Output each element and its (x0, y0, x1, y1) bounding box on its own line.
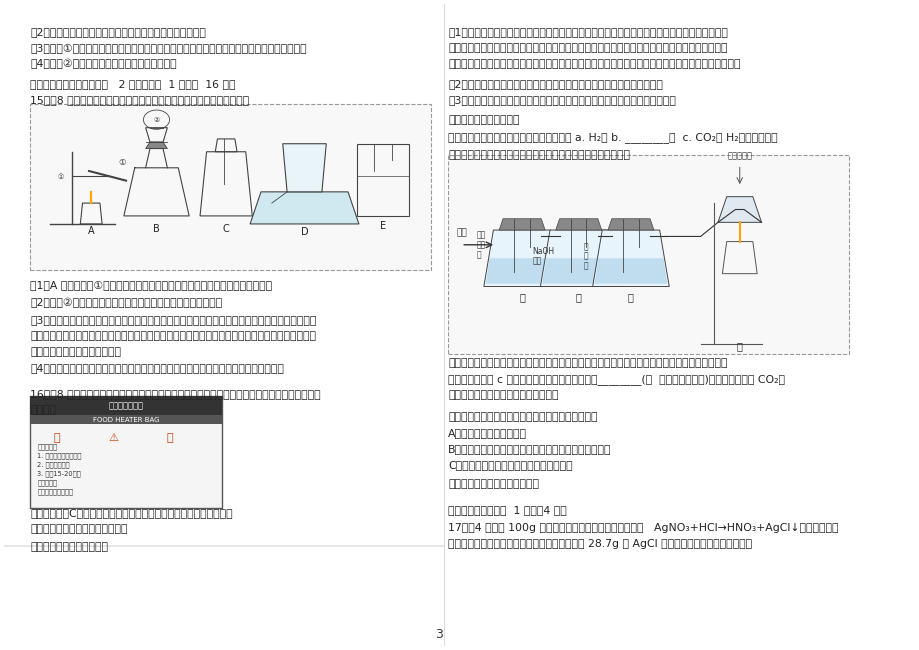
Text: FOOD HEATER BAG: FOOD HEATER BAG (93, 417, 159, 423)
Text: NaOH
溶液: NaOH 溶液 (532, 247, 554, 266)
Text: 15．（8 分）如图所示是实验室制取气体的常用装置，请回答下列问题。: 15．（8 分）如图所示是实验室制取气体的常用装置，请回答下列问题。 (30, 96, 249, 105)
Text: 2. 加入适量清水: 2. 加入适量清水 (37, 462, 70, 468)
FancyBboxPatch shape (30, 103, 430, 270)
FancyBboxPatch shape (30, 396, 221, 508)
Text: 四、计算题（本大题  1 小题，4 分）: 四、计算题（本大题 1 小题，4 分） (448, 504, 566, 515)
Text: ①: ① (118, 157, 125, 166)
Text: （2）写出所得贵重金属中任意一种成分的化学式　　　　．: （2）写出所得贵重金属中任意一种成分的化学式 ． (30, 27, 206, 36)
Text: （1）A 装置中仪器①的名称是　　　　，试管口略向下倾斜的原因是　　　　。: （1）A 装置中仪器①的名称是 ，试管口略向下倾斜的原因是 。 (30, 280, 272, 290)
Text: （4）制取氧气和二氧化碳均可选择的发生装置和收集装置为　　　　（填字母序号）。: （4）制取氧气和二氧化碳均可选择的发生装置和收集装置为 （填字母序号）。 (30, 363, 284, 373)
Text: 3. 等待15-20分钟: 3. 等待15-20分钟 (37, 471, 81, 477)
Text: 注意事项：: 注意事项： (37, 480, 57, 486)
Text: D: D (301, 227, 308, 237)
Text: 【总结与反思】通过以上探究，小明做出如下反思：: 【总结与反思】通过以上探究，小明做出如下反思： (448, 411, 597, 422)
Text: 现象，小明猜想发热包内的物质可能发生多个化学反应，　写出其中一个反应的化学方程式　　　　。: 现象，小明猜想发热包内的物质可能发生多个化学反应， 写出其中一个反应的化学方程式… (448, 58, 740, 69)
Text: 密封保存，远离火源: 密封保存，远离火源 (37, 489, 74, 495)
Text: 写出化学方程式并说明理由　　　　。: 写出化学方程式并说明理由 。 (448, 391, 558, 400)
Text: A: A (88, 226, 95, 235)
Text: 产生，证明猜想 c 正确。若甲、乙装置交换位置，________(填  能゛或゛不能゛)确定气体中含有 CO₂，: 产生，证明猜想 c 正确。若甲、乙装置交换位置，________(填 能゛或゛不… (448, 374, 784, 385)
Text: 三、实验探究题（本大题共   2 小题，每空  1 分，共  16 分）: 三、实验探究题（本大题共 2 小题，每空 1 分，共 16 分） (30, 79, 235, 89)
Text: 🔥: 🔥 (53, 433, 60, 443)
Text: 【实验设计】小明同学设计如图实验装置，对气体成分进行探。: 【实验设计】小明同学设计如图实验装置，对气体成分进行探。 (448, 150, 630, 161)
Text: 取氧气的化学方程式　　　　。: 取氧气的化学方程式 。 (30, 347, 121, 357)
Polygon shape (541, 258, 615, 283)
Text: 澄清
石灰
水: 澄清 石灰 水 (476, 231, 485, 259)
Text: 甲: 甲 (518, 292, 525, 303)
Text: （3）写出①中发生的化学反应方程式　　　　（任写一种）；该反应的基本类型为　　　　，: （3）写出①中发生的化学反应方程式 （任写一种）；该反应的基本类型为 ， (30, 43, 307, 53)
Text: （3）小明向使用后的发热包中加入稀盐酸，并对产生的气体展开进一步探究。: （3）小明向使用后的发热包中加入稀盐酸，并对产生的气体展开进一步探究。 (448, 96, 675, 105)
Bar (30, 415, 221, 424)
Text: A、发热包应密封防潮保存: A、发热包应密封防潮保存 (448, 428, 527, 437)
Text: 的追捧。: 的追捧。 (30, 405, 56, 415)
Polygon shape (594, 258, 666, 283)
Text: 氧化铜粉末: 氧化铜粉末 (727, 151, 752, 160)
Text: 丁: 丁 (736, 341, 742, 352)
Text: 乙: 乙 (575, 292, 581, 303)
Text: （2）发热包上的安全警示图标有　禁止明火゛，其原因可能是　　　　。: （2）发热包上的安全警示图标有 禁止明火゛，其原因可能是 。 (448, 79, 663, 89)
Text: （2）仪器②的名称是　　　　，该仪器的主要作用是　　　　。: （2）仪器②的名称是 ，该仪器的主要作用是 。 (30, 298, 222, 307)
Polygon shape (539, 230, 617, 287)
Text: C、使用后的发热包应好好照垃圾分类投放: C、使用后的发热包应好好照垃圾分类投放 (448, 460, 573, 470)
Text: 探究一：发热包的发热原理: 探究一：发热包的发热原理 (30, 542, 108, 552)
Polygon shape (282, 144, 326, 192)
Bar (30, 396, 221, 415)
Text: 3: 3 (435, 628, 443, 641)
Text: 使用方法：: 使用方法： (37, 444, 57, 450)
Text: ⚠: ⚠ (108, 433, 118, 443)
Text: 16．（8 分）不用火，不用电，只需拆开发热包放入凉水，就能享用美食的自热食品，受到消费者: 16．（8 分）不用火，不用电，只需拆开发热包放入凉水，就能享用美食的自热食品，… (30, 389, 321, 399)
Polygon shape (483, 230, 560, 287)
Text: 【猜想与假设】小明认为该气体可能是：　 a. H₂； b. ________；  c. CO₂和 H₂的混合气体。: 【猜想与假设】小明认为该气体可能是： a. H₂； b. ________； c… (448, 133, 777, 144)
Text: （3）实验室用加热氯酸钾制取氧气，应选择的发生装置为　　　　（填字母序号）；若要收集较纯: （3）实验室用加热氯酸钾制取氧气，应选择的发生装置为 （填字母序号）；若要收集较… (30, 315, 316, 325)
Text: 食品专用发热包: 食品专用发热包 (108, 401, 143, 410)
Text: 【查阅资料】C、发热包中物质的主要成分是生石灰、碳酸钠、铝粉。: 【查阅资料】C、发热包中物质的主要成分是生石灰、碳酸钠、铝粉。 (30, 508, 233, 518)
Text: 【实验验证】甲装置中的实验现象是　　　　，丁装置中黑色的粉末逐渐变为红色，试管口有水珠: 【实验验证】甲装置中的实验现象是 ，丁装置中黑色的粉末逐渐变为红色，试管口有水珠 (448, 358, 727, 369)
Text: 17．（4 分）在 100g 的某盐酸中加入硝酸银溶液，反应为   AgNO₃+HCl→HNO₃+AgCl↓，至恰好完全: 17．（4 分）在 100g 的某盐酸中加入硝酸银溶液，反应为 AgNO₃+HC… (448, 523, 838, 532)
Text: E: E (380, 221, 385, 231)
Text: ②: ② (153, 116, 160, 123)
Polygon shape (555, 219, 601, 230)
Polygon shape (250, 192, 358, 224)
Text: （4）写出②中发生的化学反应方程式　　　　，: （4）写出②中发生的化学反应方程式 ， (30, 58, 176, 69)
Text: 1. 将本品放入专用袋中: 1. 将本品放入专用袋中 (37, 452, 82, 460)
Text: （1）小明买了一盒自热米饭，取出发热包加入凉水，发生剧烈反应，迅速放出大量的热。写出产: （1）小明买了一盒自热米饭，取出发热包加入凉水，发生剧烈反应，迅速放出大量的热。… (448, 27, 727, 36)
Text: B、能与水混合放出热量的物质均可做发热包的发热材料: B、能与水混合放出热量的物质均可做发热包的发热材料 (448, 444, 611, 454)
Polygon shape (499, 219, 545, 230)
Text: 生该现象的主要化学反应方程式　　　　；同时发热包内固体物质变硬、结块，依据观察到的实验: 生该现象的主要化学反应方程式 ；同时发热包内固体物质变硬、结块，依据观察到的实验 (448, 43, 727, 53)
Text: ①: ① (58, 174, 63, 180)
Text: 丁、铝和强碱溶液反应生成氢气。: 丁、铝和强碱溶液反应生成氢气。 (30, 524, 128, 534)
Text: 气体: 气体 (457, 228, 467, 237)
Text: 你认为其中正确的是　　　　。: 你认为其中正确的是 。 (448, 479, 539, 489)
Polygon shape (485, 258, 558, 283)
Polygon shape (145, 142, 167, 149)
Text: 浓
硫
酸: 浓 硫 酸 (584, 242, 588, 270)
Polygon shape (607, 219, 653, 230)
Polygon shape (717, 197, 761, 222)
Text: 反应，经过滤、洗涤、干燥，称量得到质量为　 28.7g 的 AgCl 沉淀，求盐酸的溶质质量分数。: 反应，经过滤、洗涤、干燥，称量得到质量为 28.7g 的 AgCl 沉淀，求盐酸… (448, 539, 752, 549)
Text: C: C (222, 224, 229, 234)
Text: B: B (153, 224, 160, 234)
FancyBboxPatch shape (448, 155, 847, 354)
Text: 净的氧气，应选择的收集装置是　　　　（填字母序号），写出过氧化氢溶液和二氧化锰的混合物制: 净的氧气，应选择的收集装置是 （填字母序号），写出过氧化氢溶液和二氧化锰的混合物… (30, 331, 316, 341)
Text: 探究二：确定气体的成分: 探究二：确定气体的成分 (448, 114, 519, 125)
Text: 💧: 💧 (166, 433, 173, 443)
Text: 丙: 丙 (628, 292, 633, 303)
Polygon shape (592, 230, 668, 287)
